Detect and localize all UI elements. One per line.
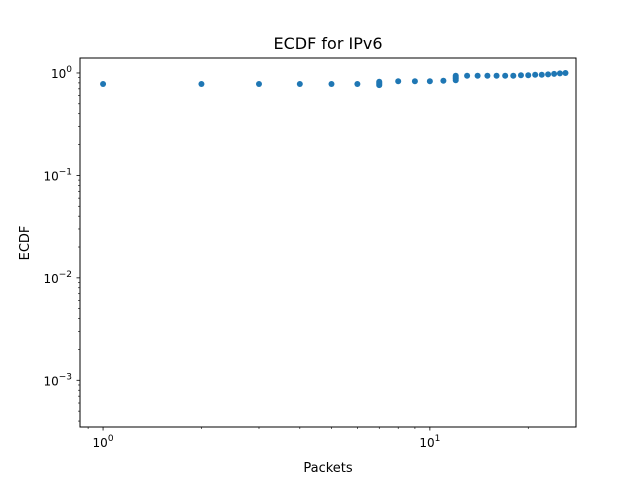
data-point [538,71,545,78]
data-point [328,81,335,88]
y-tick-label: 10−2 [43,270,72,286]
y-tick-label: 10−1 [43,167,72,183]
data-point [411,78,418,85]
y-tick-label: 10−3 [43,372,72,388]
x-tick-label: 101 [419,434,440,450]
data-point [296,81,303,88]
data-point [376,78,383,85]
data-point [493,72,500,79]
data-point [525,72,532,79]
data-point [517,72,524,79]
data-point [100,81,107,88]
x-axis-ticks: 100 101 [87,427,529,450]
data-point [510,72,517,79]
data-point [556,70,563,77]
y-axis-ticks: 10−3 10−2 10−1 100 [43,65,80,422]
data-point [562,69,569,76]
y-axis-label: ECDF [18,226,33,261]
plot-frame [79,57,577,428]
data-point [255,81,262,88]
y-tick-label: 100 [51,65,72,81]
data-point [426,78,433,85]
data-point [484,72,491,79]
x-axis-label: Packets [303,461,353,476]
x-tick-label: 100 [93,434,114,450]
data-point [354,81,361,88]
data-point [198,81,205,88]
data-point [464,72,471,79]
data-points [100,69,569,89]
data-point [474,72,481,79]
data-point [532,71,539,78]
data-point [440,77,447,84]
chart-title: ECDF for IPv6 [274,34,383,53]
data-point [395,78,402,85]
data-point [452,72,459,79]
data-point [545,71,552,78]
data-point [502,72,509,79]
data-point [551,70,558,77]
